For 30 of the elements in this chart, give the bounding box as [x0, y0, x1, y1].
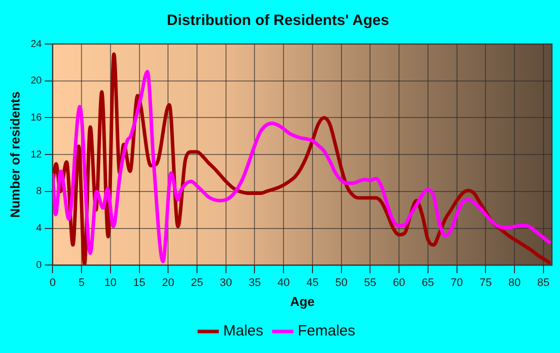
x-tick-label: 60 — [392, 276, 406, 289]
x-tick-label: 30 — [220, 276, 232, 289]
x-tick-label: 80 — [508, 276, 521, 289]
x-tick-label: 15 — [133, 276, 146, 289]
x-tick-label: 85 — [537, 276, 550, 289]
y-tick-label: 20 — [30, 76, 42, 87]
y-axis-title: Number of residents — [7, 91, 22, 218]
x-axis-title: Age — [290, 294, 315, 309]
x-tick-label: 70 — [450, 276, 463, 289]
y-tick-label: 4 — [36, 223, 42, 234]
chart-title: Distribution of Residents' Ages — [166, 12, 390, 30]
x-tick-label: 20 — [162, 276, 174, 289]
x-tick-label: 75 — [479, 276, 492, 289]
legend-label: Females — [298, 322, 356, 340]
legend-label: Males — [223, 322, 264, 340]
x-tick-label: 40 — [277, 276, 290, 289]
x-tick-label: 50 — [335, 276, 348, 289]
y-tick-label: 0 — [36, 260, 42, 271]
x-tick-label: 35 — [248, 276, 261, 289]
x-tick-label: 55 — [364, 276, 376, 289]
y-tick-label: 12 — [30, 149, 42, 160]
y-tick-label: 16 — [30, 112, 42, 124]
x-tick-label: 25 — [190, 276, 204, 289]
x-tick-label: 0 — [50, 276, 56, 289]
y-tick-label: 24 — [30, 38, 42, 50]
x-tick-label: 65 — [422, 276, 434, 289]
x-tick-label: 10 — [104, 276, 117, 289]
y-tick-label: 8 — [36, 186, 42, 198]
x-tick-label: 5 — [78, 276, 85, 289]
x-tick-label: 45 — [306, 276, 319, 289]
